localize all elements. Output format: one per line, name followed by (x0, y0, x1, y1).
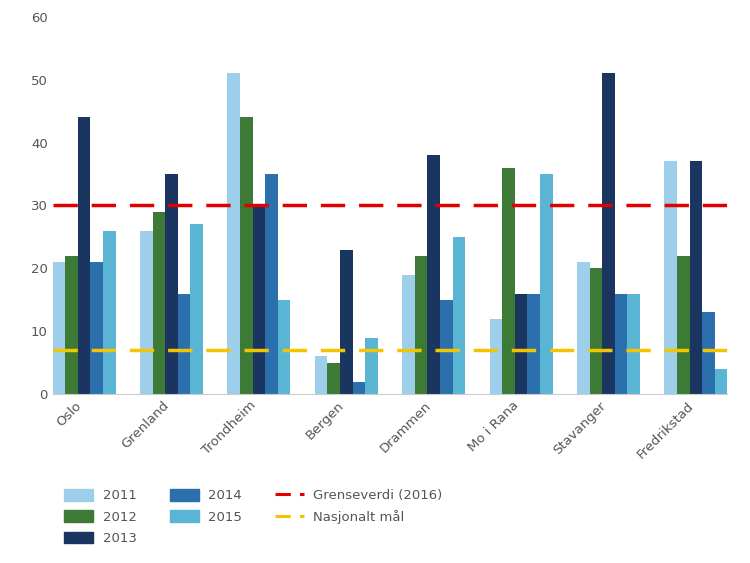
Bar (340, 249, 352, 394)
Bar (514, 293, 527, 394)
Bar (53, 262, 65, 394)
Bar (253, 205, 266, 394)
Bar (402, 275, 415, 394)
Bar (152, 212, 165, 394)
Bar (453, 237, 465, 394)
Bar (628, 293, 640, 394)
Bar (327, 363, 340, 394)
Bar (78, 118, 91, 394)
Bar (415, 256, 428, 394)
Bar (503, 168, 515, 394)
Legend: 2011, 2012, 2013, 2014, 2015, Grenseverdi (2016), Nasjonalt mål: 2011, 2012, 2013, 2014, 2015, Grenseverd… (59, 484, 448, 551)
Bar (278, 300, 290, 394)
Bar (140, 231, 152, 394)
Bar (103, 231, 116, 394)
Bar (266, 174, 278, 394)
Bar (365, 337, 378, 394)
Bar (315, 356, 327, 394)
Bar (527, 293, 540, 394)
Bar (165, 174, 178, 394)
Bar (178, 293, 190, 394)
Bar (240, 118, 253, 394)
Bar (664, 162, 677, 394)
Bar (577, 262, 590, 394)
Bar (227, 73, 240, 394)
Bar (65, 256, 78, 394)
Bar (490, 319, 502, 394)
Bar (427, 155, 440, 394)
Bar (677, 256, 689, 394)
Bar (540, 174, 553, 394)
Bar (91, 262, 103, 394)
Bar (190, 224, 203, 394)
Bar (590, 269, 602, 394)
Bar (715, 369, 728, 394)
Bar (352, 382, 365, 394)
Bar (602, 73, 615, 394)
Bar (615, 293, 628, 394)
Bar (440, 300, 453, 394)
Bar (702, 312, 715, 394)
Bar (689, 162, 702, 394)
